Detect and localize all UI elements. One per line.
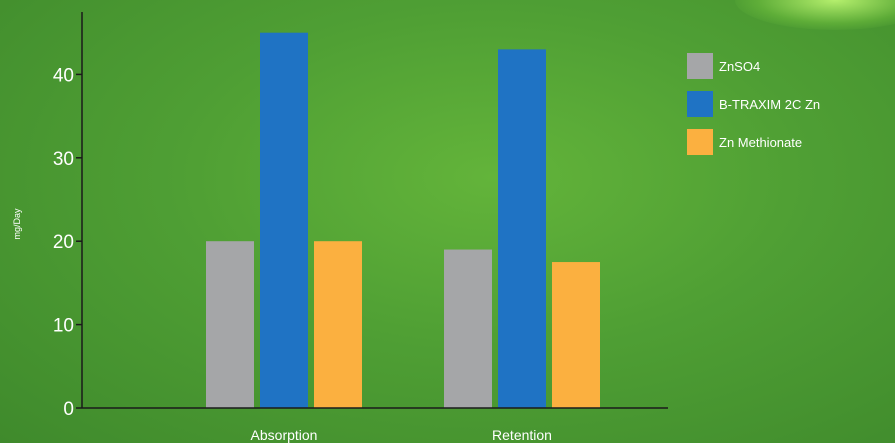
y-tick-label: 30 xyxy=(53,149,74,170)
legend-swatch xyxy=(687,129,713,155)
bar-absorption-zn-methionate xyxy=(314,241,362,408)
y-tick-label: 20 xyxy=(53,232,74,253)
x-category-label: Retention xyxy=(492,427,552,443)
x-category-label: Absorption xyxy=(251,427,318,443)
legend-label: Zn Methionate xyxy=(719,135,802,150)
y-axis-label: mg/Day xyxy=(12,208,22,240)
y-tick-label: 0 xyxy=(63,399,74,420)
y-tick-label: 10 xyxy=(53,316,74,337)
bar-retention-znso4 xyxy=(444,249,492,408)
bar-retention-zn-methionate xyxy=(552,262,600,408)
bar-retention-b-traxim-2c-zn xyxy=(498,49,546,408)
legend-label: B-TRAXIM 2C Zn xyxy=(719,97,820,112)
legend-label: ZnSO4 xyxy=(719,59,760,74)
bar-absorption-znso4 xyxy=(206,241,254,408)
legend-swatch xyxy=(687,91,713,117)
y-tick-label: 40 xyxy=(53,65,74,86)
legend: ZnSO4 B-TRAXIM 2C Zn Zn Methionate xyxy=(687,53,820,155)
axes-layer: 0 10 20 30 40 mg/Day Absorption Retention xyxy=(12,12,668,443)
bars-layer xyxy=(206,32,600,408)
legend-swatch xyxy=(687,53,713,79)
bar-absorption-b-traxim-2c-zn xyxy=(260,32,308,408)
